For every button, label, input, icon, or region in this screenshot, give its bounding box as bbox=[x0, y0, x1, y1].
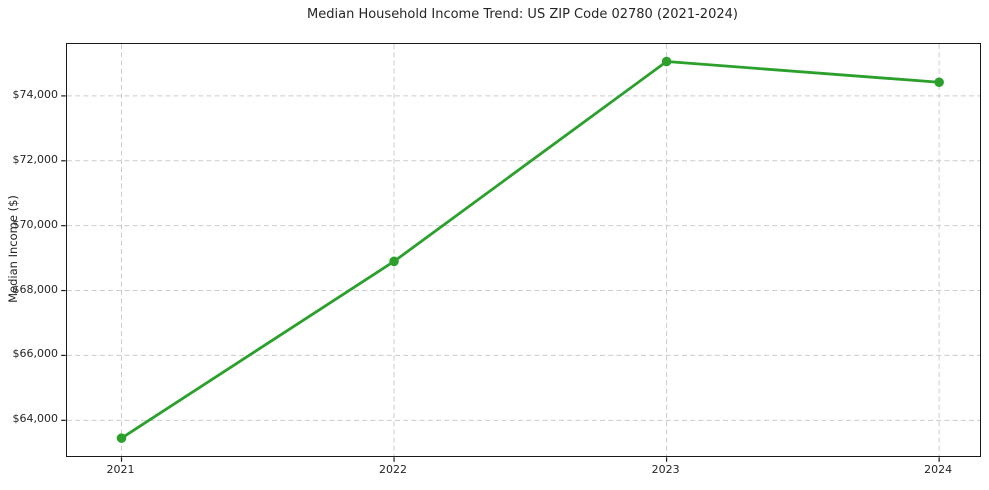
data-point-marker bbox=[389, 256, 399, 267]
x-tick-label: 2021 bbox=[106, 463, 135, 476]
y-tick-label: $70,000 bbox=[12, 217, 59, 231]
income-trend-line bbox=[120, 60, 941, 440]
x-tick-label: 2023 bbox=[651, 463, 680, 476]
y-tick-label: $66,000 bbox=[12, 347, 59, 361]
plot-area bbox=[61, 43, 981, 462]
y-tick-label: $68,000 bbox=[12, 282, 59, 296]
data-point-marker bbox=[116, 433, 127, 443]
data-point-marker bbox=[661, 56, 672, 67]
y-tick-label: $74,000 bbox=[12, 87, 59, 101]
x-tick-label: 2022 bbox=[379, 463, 408, 476]
y-tick-label: $72,000 bbox=[12, 152, 59, 166]
income-trend-plot bbox=[61, 44, 980, 462]
data-point-marker bbox=[934, 77, 944, 88]
chart-title: Median Household Income Trend: US ZIP Co… bbox=[307, 7, 738, 22]
y-tick-label: $64,000 bbox=[12, 412, 59, 426]
x-tick-label: 2024 bbox=[924, 463, 953, 476]
